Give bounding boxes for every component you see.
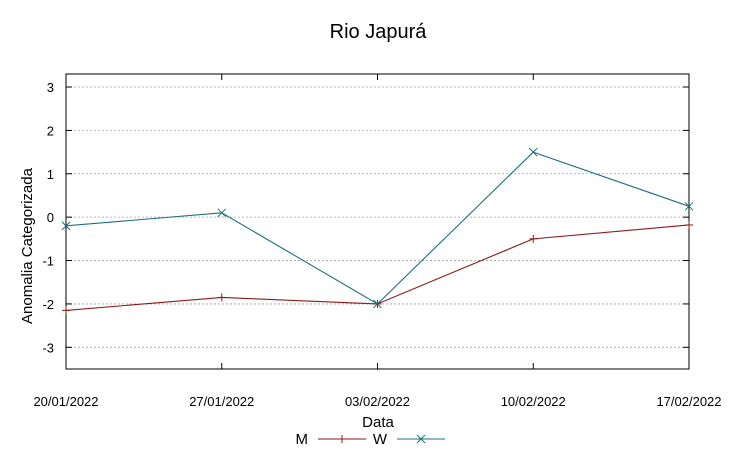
x-tick-label: 03/02/2022	[345, 394, 410, 409]
y-tick-label: -2	[42, 297, 54, 312]
series-line-w	[65, 151, 690, 305]
plot-frame	[65, 73, 690, 370]
data-point-m	[217, 293, 226, 302]
data-point-m	[62, 306, 70, 315]
legend-marker-w	[416, 434, 426, 444]
y-tick-label: 3	[47, 80, 54, 95]
x-tick-label: 17/02/2022	[656, 394, 721, 409]
series-line-m	[65, 224, 690, 311]
legend-marker-m	[338, 435, 346, 443]
data-point-w	[61, 221, 71, 231]
x-tick-label: 27/01/2022	[189, 394, 254, 409]
data-point-w	[217, 208, 227, 218]
legend-label-m: M	[296, 431, 309, 448]
y-tick-label: 1	[47, 167, 54, 182]
y-tick-label: 2	[47, 123, 54, 138]
y-tick-label: -1	[42, 254, 54, 269]
x-tick-label: 10/02/2022	[501, 394, 566, 409]
ticks: -3 -2 -1 0 1 2 3 20/01/2022 27/01/2022 03/02/2022…	[33, 74, 722, 409]
data-point-m	[529, 234, 538, 243]
legend-label-w: W	[373, 431, 388, 448]
data-point-w	[373, 299, 382, 309]
data-point-w	[684, 201, 694, 211]
x-tick-label: 20/01/2022	[33, 394, 98, 409]
y-tick-label: 0	[47, 210, 54, 225]
y-tick-label: -3	[42, 340, 54, 355]
y-axis-label: Anomalia Categorizada	[19, 167, 36, 324]
series-group	[61, 147, 694, 315]
x-axis-label: Data	[362, 414, 394, 431]
chart-title: Rio Japurá	[330, 21, 428, 43]
grid	[66, 86, 689, 348]
data-point-m	[685, 220, 693, 229]
data-point-w	[528, 147, 538, 157]
